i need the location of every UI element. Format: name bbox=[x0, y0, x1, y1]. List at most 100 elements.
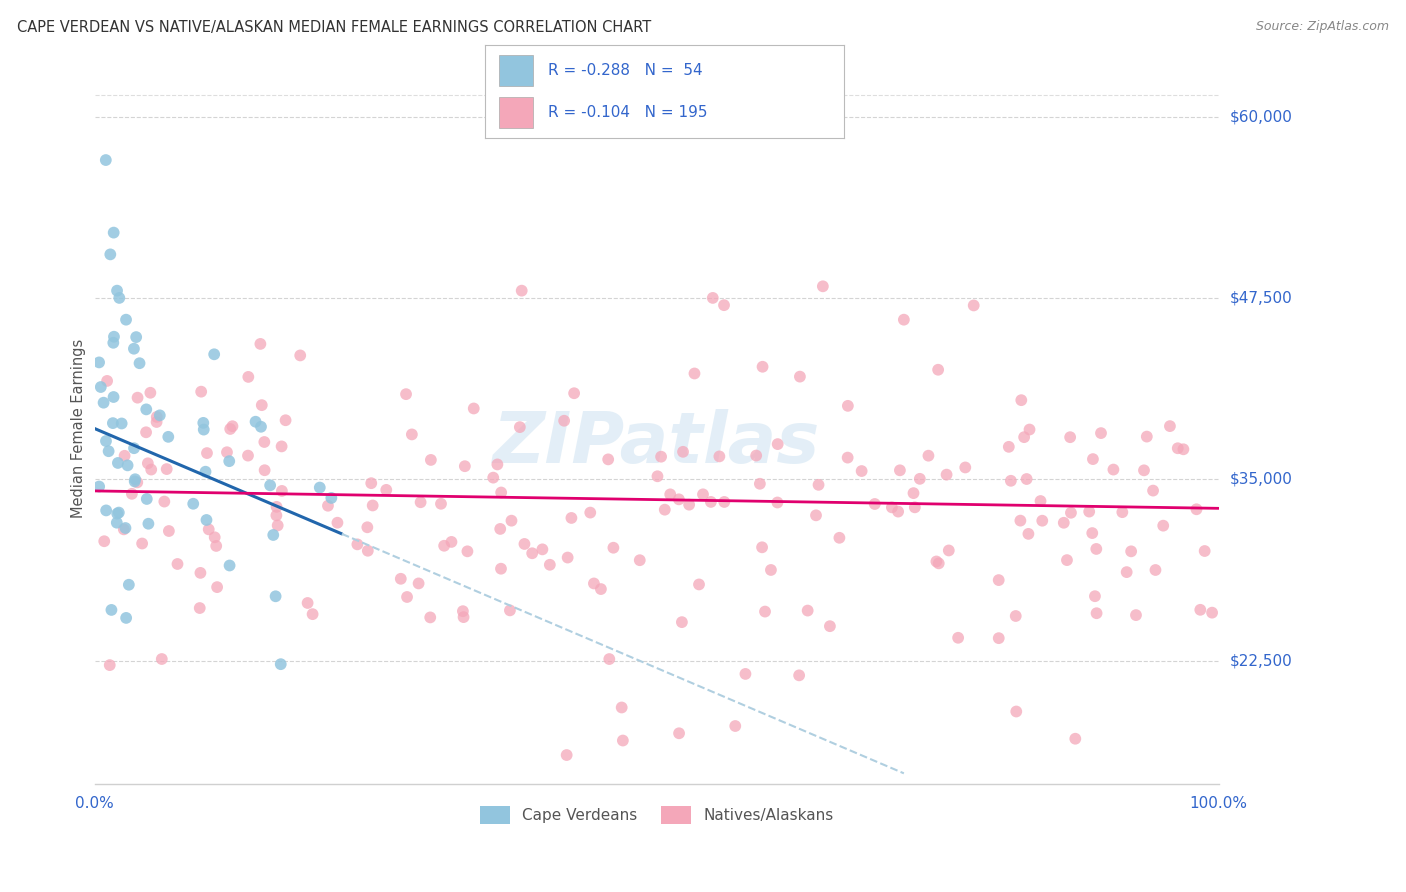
Point bbox=[250, 398, 273, 412]
Point bbox=[555, 747, 578, 762]
Point bbox=[678, 498, 700, 512]
Point bbox=[1144, 563, 1167, 577]
Point bbox=[562, 386, 585, 401]
Point bbox=[724, 719, 747, 733]
Point bbox=[122, 441, 145, 455]
Point bbox=[250, 419, 273, 434]
Point bbox=[1053, 516, 1076, 530]
Point bbox=[1064, 731, 1087, 746]
Point bbox=[598, 652, 620, 666]
Point bbox=[1084, 589, 1107, 603]
Point bbox=[683, 367, 706, 381]
Point bbox=[955, 460, 977, 475]
Point bbox=[166, 557, 188, 571]
Point bbox=[157, 524, 180, 538]
Point bbox=[90, 380, 112, 394]
Point bbox=[486, 458, 509, 472]
Point bbox=[316, 499, 339, 513]
Text: $22,500: $22,500 bbox=[1230, 653, 1292, 668]
Point bbox=[610, 700, 633, 714]
Point bbox=[308, 481, 330, 495]
Point bbox=[917, 449, 939, 463]
Point bbox=[218, 454, 240, 468]
Point bbox=[430, 497, 453, 511]
Point bbox=[361, 499, 384, 513]
Text: $60,000: $60,000 bbox=[1230, 109, 1292, 124]
Point bbox=[1201, 606, 1223, 620]
Point bbox=[190, 384, 212, 399]
Point bbox=[97, 444, 120, 458]
Point bbox=[789, 369, 811, 384]
Point bbox=[266, 500, 288, 514]
Point bbox=[1152, 518, 1174, 533]
Point bbox=[218, 558, 240, 573]
Point bbox=[1090, 426, 1112, 441]
Point bbox=[150, 652, 173, 666]
Point bbox=[1018, 423, 1040, 437]
Point bbox=[709, 450, 731, 464]
Point bbox=[928, 557, 950, 571]
Point bbox=[1031, 514, 1053, 528]
Point bbox=[264, 589, 287, 603]
Point bbox=[128, 356, 150, 370]
Point bbox=[103, 329, 125, 343]
Point bbox=[863, 497, 886, 511]
Point bbox=[925, 554, 948, 568]
Point bbox=[1194, 544, 1216, 558]
Point bbox=[463, 401, 485, 416]
Point bbox=[659, 487, 682, 501]
Point bbox=[101, 416, 124, 430]
Point bbox=[253, 463, 276, 477]
Point bbox=[1115, 565, 1137, 579]
Point bbox=[1133, 463, 1156, 477]
Point bbox=[1111, 505, 1133, 519]
Point bbox=[107, 456, 129, 470]
Point bbox=[1010, 514, 1032, 528]
Point bbox=[904, 500, 927, 515]
Point bbox=[501, 514, 523, 528]
Point bbox=[94, 434, 117, 448]
Point bbox=[408, 576, 430, 591]
Point bbox=[111, 417, 134, 431]
Point bbox=[451, 604, 474, 618]
Point bbox=[998, 440, 1021, 454]
Text: R = -0.104   N = 195: R = -0.104 N = 195 bbox=[548, 105, 707, 120]
Point bbox=[270, 657, 292, 672]
Y-axis label: Median Female Earnings: Median Female Earnings bbox=[72, 339, 86, 518]
Point bbox=[419, 453, 441, 467]
Point bbox=[245, 415, 267, 429]
Point bbox=[702, 291, 724, 305]
Point bbox=[270, 483, 292, 498]
Point bbox=[927, 363, 949, 377]
Point bbox=[124, 472, 146, 486]
Point bbox=[297, 596, 319, 610]
Point bbox=[688, 577, 710, 591]
Point bbox=[612, 733, 634, 747]
Point bbox=[181, 497, 204, 511]
Point bbox=[267, 518, 290, 533]
Point bbox=[105, 516, 128, 530]
Text: ZIPatlas: ZIPatlas bbox=[494, 409, 820, 477]
Point bbox=[1085, 606, 1108, 620]
Point bbox=[828, 531, 851, 545]
Point bbox=[766, 495, 789, 509]
Point bbox=[301, 607, 323, 622]
Point bbox=[668, 726, 690, 740]
Point bbox=[135, 491, 157, 506]
Point bbox=[851, 464, 873, 478]
Point bbox=[346, 537, 368, 551]
Point bbox=[87, 355, 110, 369]
Point bbox=[135, 425, 157, 440]
Point bbox=[700, 495, 723, 509]
Point bbox=[145, 415, 167, 429]
Point bbox=[807, 478, 830, 492]
Bar bbox=[499, 97, 533, 128]
Point bbox=[751, 541, 773, 555]
Point bbox=[598, 452, 620, 467]
Point bbox=[93, 534, 115, 549]
Point bbox=[98, 247, 121, 261]
Point bbox=[259, 478, 281, 492]
Text: $35,000: $35,000 bbox=[1230, 472, 1292, 487]
Text: Source: ZipAtlas.com: Source: ZipAtlas.com bbox=[1256, 20, 1389, 33]
Point bbox=[560, 511, 582, 525]
